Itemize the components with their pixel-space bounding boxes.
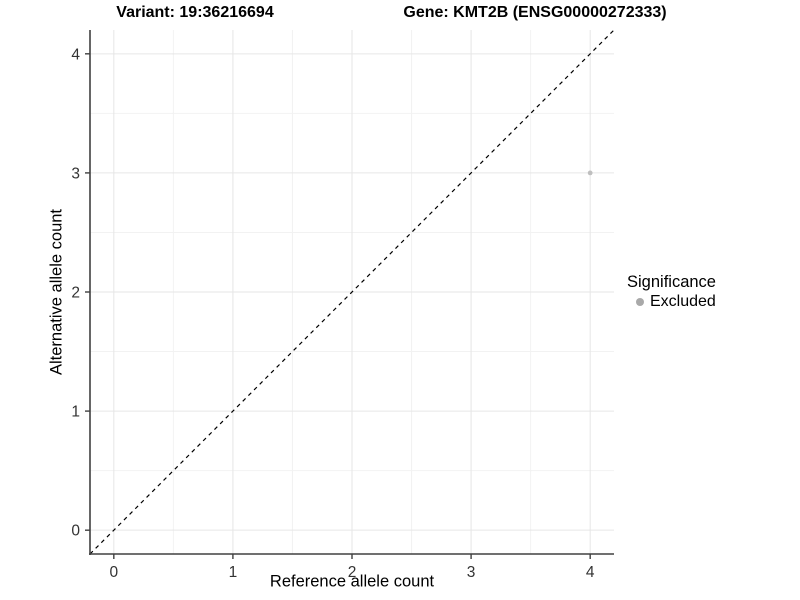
legend-key-dot-icon: [636, 298, 644, 306]
x-tick-label: 1: [229, 564, 238, 581]
legend-item-excluded: Excluded: [627, 293, 716, 311]
plot-title-variant: Variant: 19:36216694: [116, 4, 274, 21]
data-point: [587, 170, 593, 176]
y-tick-label: 0: [71, 523, 80, 540]
plot-title-gene: Gene: KMT2B (ENSG00000272333): [403, 4, 667, 21]
y-axis-title: Alternative allele count: [47, 208, 66, 376]
x-tick-label: 3: [467, 564, 476, 581]
x-tick-label: 0: [110, 564, 119, 581]
legend-title: Significance: [627, 273, 716, 291]
x-tick-label: 2: [348, 564, 357, 581]
legend-item-label: Excluded: [650, 293, 716, 310]
x-tick-label: 4: [586, 564, 595, 581]
y-tick-label: 1: [71, 404, 80, 421]
plot-panel: 0 1 2 3 4 0 1 2 3 4: [71, 29, 615, 581]
identity-reference-line: [89, 29, 615, 555]
y-tick-label: 2: [71, 285, 80, 302]
legend: Significance Excluded: [627, 272, 716, 311]
x-axis-title: Reference allele count: [269, 572, 435, 591]
y-tick-label: 4: [71, 46, 80, 63]
y-tick-label: 3: [71, 165, 80, 182]
